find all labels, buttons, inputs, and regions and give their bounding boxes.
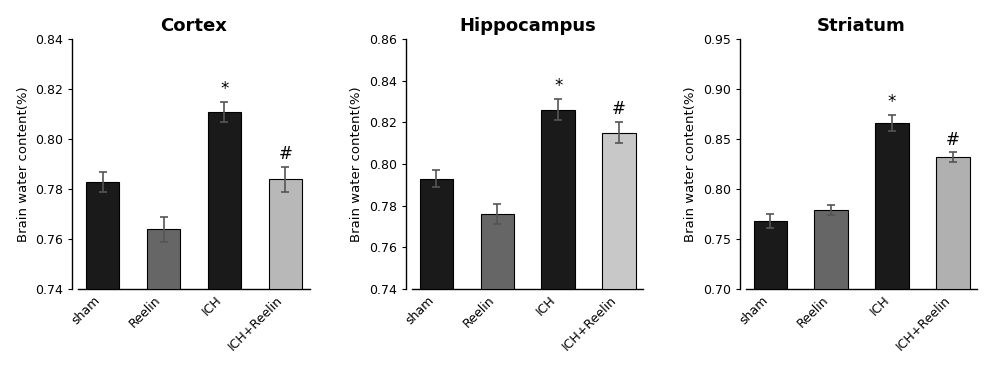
Text: *: *: [220, 80, 229, 98]
Bar: [936, 157, 970, 289]
Bar: [208, 111, 241, 289]
Text: #: #: [278, 145, 292, 163]
Title: Hippocampus: Hippocampus: [459, 17, 596, 35]
Bar: [420, 179, 453, 289]
Bar: [541, 110, 575, 289]
Bar: [814, 210, 848, 289]
Text: #: #: [612, 100, 626, 118]
Y-axis label: Brain water content(%): Brain water content(%): [684, 86, 697, 242]
Y-axis label: Brain water content(%): Brain water content(%): [17, 86, 30, 242]
Title: Striatum: Striatum: [817, 17, 906, 35]
Title: Cortex: Cortex: [161, 17, 227, 35]
Text: *: *: [888, 93, 896, 111]
Bar: [875, 123, 909, 289]
Bar: [481, 214, 514, 289]
Y-axis label: Brain water content(%): Brain water content(%): [350, 86, 363, 242]
Text: *: *: [554, 77, 562, 95]
Bar: [147, 229, 180, 289]
Bar: [754, 221, 787, 289]
Bar: [602, 133, 636, 289]
Bar: [269, 179, 302, 289]
Bar: [86, 182, 119, 289]
Text: #: #: [946, 131, 960, 149]
